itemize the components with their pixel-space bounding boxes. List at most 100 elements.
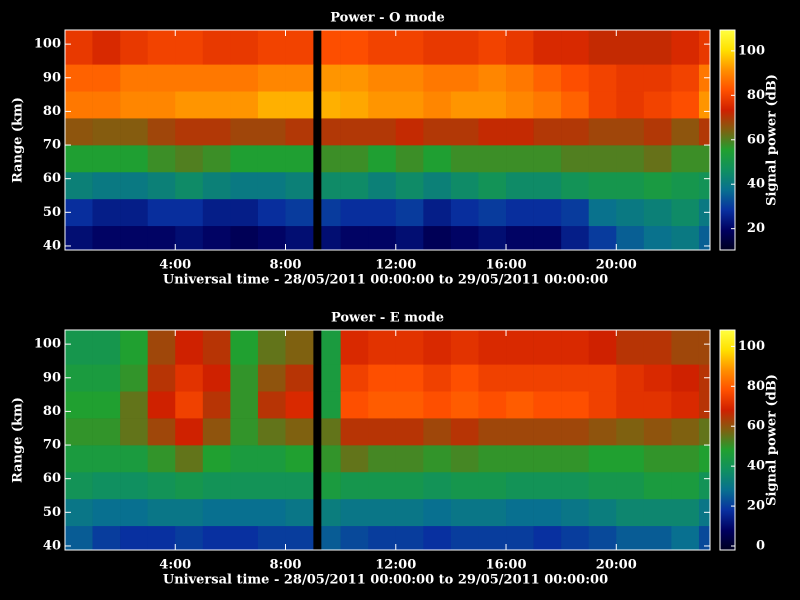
heatmap-cell xyxy=(561,118,590,146)
heatmap-cell xyxy=(147,171,176,200)
heatmap-cell xyxy=(478,445,507,473)
heatmap-cell xyxy=(561,171,590,200)
heatmap-cell xyxy=(340,30,369,65)
heatmap-cell xyxy=(230,364,259,392)
heatmap-cell xyxy=(257,445,286,473)
heatmap-cell xyxy=(450,364,479,392)
heatmap-cell xyxy=(285,30,314,65)
heatmap-cell xyxy=(230,64,259,92)
heatmap-cell xyxy=(65,471,93,500)
heatmap-cell xyxy=(175,330,204,365)
y-tick-label: 50 xyxy=(43,205,61,220)
heatmap-cell xyxy=(450,445,479,473)
heatmap-cell xyxy=(671,225,700,251)
heatmap-cell xyxy=(175,198,204,227)
heatmap-cell xyxy=(285,418,314,446)
heatmap-cell xyxy=(616,30,645,65)
heatmap-cell xyxy=(65,525,93,551)
heatmap-cell xyxy=(175,171,204,200)
heatmap-cell xyxy=(671,118,700,146)
heatmap-cell xyxy=(478,198,507,227)
heatmap-cell xyxy=(533,198,562,227)
heatmap-cell xyxy=(202,64,231,92)
heatmap-cell xyxy=(561,445,590,473)
heatmap-cell xyxy=(340,171,369,200)
heatmap-cell xyxy=(533,445,562,473)
heatmap-cell xyxy=(423,171,452,200)
heatmap-cell xyxy=(92,198,121,227)
heatmap-cell xyxy=(671,418,700,446)
colorbar-tick-label: 40 xyxy=(747,459,765,474)
heatmap-cell xyxy=(450,525,479,551)
heatmap-cell xyxy=(506,30,534,65)
heatmap-cell xyxy=(202,471,231,500)
heatmap-cell xyxy=(533,91,562,119)
heatmap-cell xyxy=(450,498,479,527)
y-tick-label: 70 xyxy=(43,138,61,153)
heatmap-cell xyxy=(395,64,424,92)
heatmap-cell xyxy=(230,330,259,365)
heatmap-cell xyxy=(478,145,507,173)
heatmap-cell xyxy=(561,30,590,65)
heatmap-cell xyxy=(120,330,148,365)
heatmap-cell xyxy=(120,198,148,227)
heatmap-cell xyxy=(321,418,341,446)
heatmap-cell xyxy=(616,364,645,392)
y-tick-label: 40 xyxy=(43,238,61,253)
heatmap-cell xyxy=(65,91,93,119)
heatmap-cell xyxy=(478,118,507,146)
plot-frame xyxy=(64,329,711,551)
heatmap-cell xyxy=(671,64,700,92)
heatmap-cell xyxy=(698,391,711,419)
heatmap-cell xyxy=(478,330,507,365)
heatmap-cell xyxy=(561,364,590,392)
heatmap-cell xyxy=(506,225,534,251)
heatmap-cell xyxy=(257,145,286,173)
heatmap-cell xyxy=(643,30,672,65)
heatmap-cell xyxy=(321,91,341,119)
heatmap-cell xyxy=(257,498,286,527)
heatmap-cell xyxy=(175,525,204,551)
heatmap-cell xyxy=(450,471,479,500)
heatmap-cell xyxy=(588,525,617,551)
heatmap-cell xyxy=(506,91,534,119)
colorbar-tick-label: 40 xyxy=(747,177,765,192)
heatmap-cell xyxy=(230,391,259,419)
heatmap-cell xyxy=(506,391,534,419)
heatmap-cell xyxy=(588,225,617,251)
heatmap-cell xyxy=(175,391,204,419)
heatmap-cell xyxy=(120,525,148,551)
heatmap-cell xyxy=(533,364,562,392)
heatmap-cell xyxy=(395,418,424,446)
heatmap-cell xyxy=(698,145,711,173)
heatmap-cell xyxy=(643,91,672,119)
heatmap-cell xyxy=(230,225,259,251)
heatmap-cell xyxy=(643,471,672,500)
heatmap-cell xyxy=(92,418,121,446)
heatmap-cell xyxy=(120,64,148,92)
heatmap-cell xyxy=(698,445,711,473)
heatmap-cell xyxy=(230,525,259,551)
x-tick-label: 8:00 xyxy=(270,558,302,573)
heatmap-cell xyxy=(147,418,176,446)
heatmap-cell xyxy=(175,64,204,92)
heatmap-cell xyxy=(175,145,204,173)
heatmap-cell xyxy=(321,471,341,500)
heatmap-cell xyxy=(340,145,369,173)
y-tick-label: 80 xyxy=(43,404,61,419)
heatmap-cell xyxy=(147,30,176,65)
heatmap-cell xyxy=(65,391,93,419)
heatmap-cell xyxy=(368,391,397,419)
heatmap-cell xyxy=(340,445,369,473)
heatmap-cell xyxy=(147,471,176,500)
colorbar-tick-label: 60 xyxy=(747,419,765,434)
heatmap-cell xyxy=(65,330,93,365)
heatmap-cell xyxy=(120,30,148,65)
heatmap-cell xyxy=(175,418,204,446)
heatmap-cell xyxy=(698,171,711,200)
heatmap-cell xyxy=(92,391,121,419)
heatmap-cell xyxy=(368,225,397,251)
heatmap-cell xyxy=(120,498,148,527)
heatmap-cell xyxy=(588,30,617,65)
heatmap-cell xyxy=(616,145,645,173)
